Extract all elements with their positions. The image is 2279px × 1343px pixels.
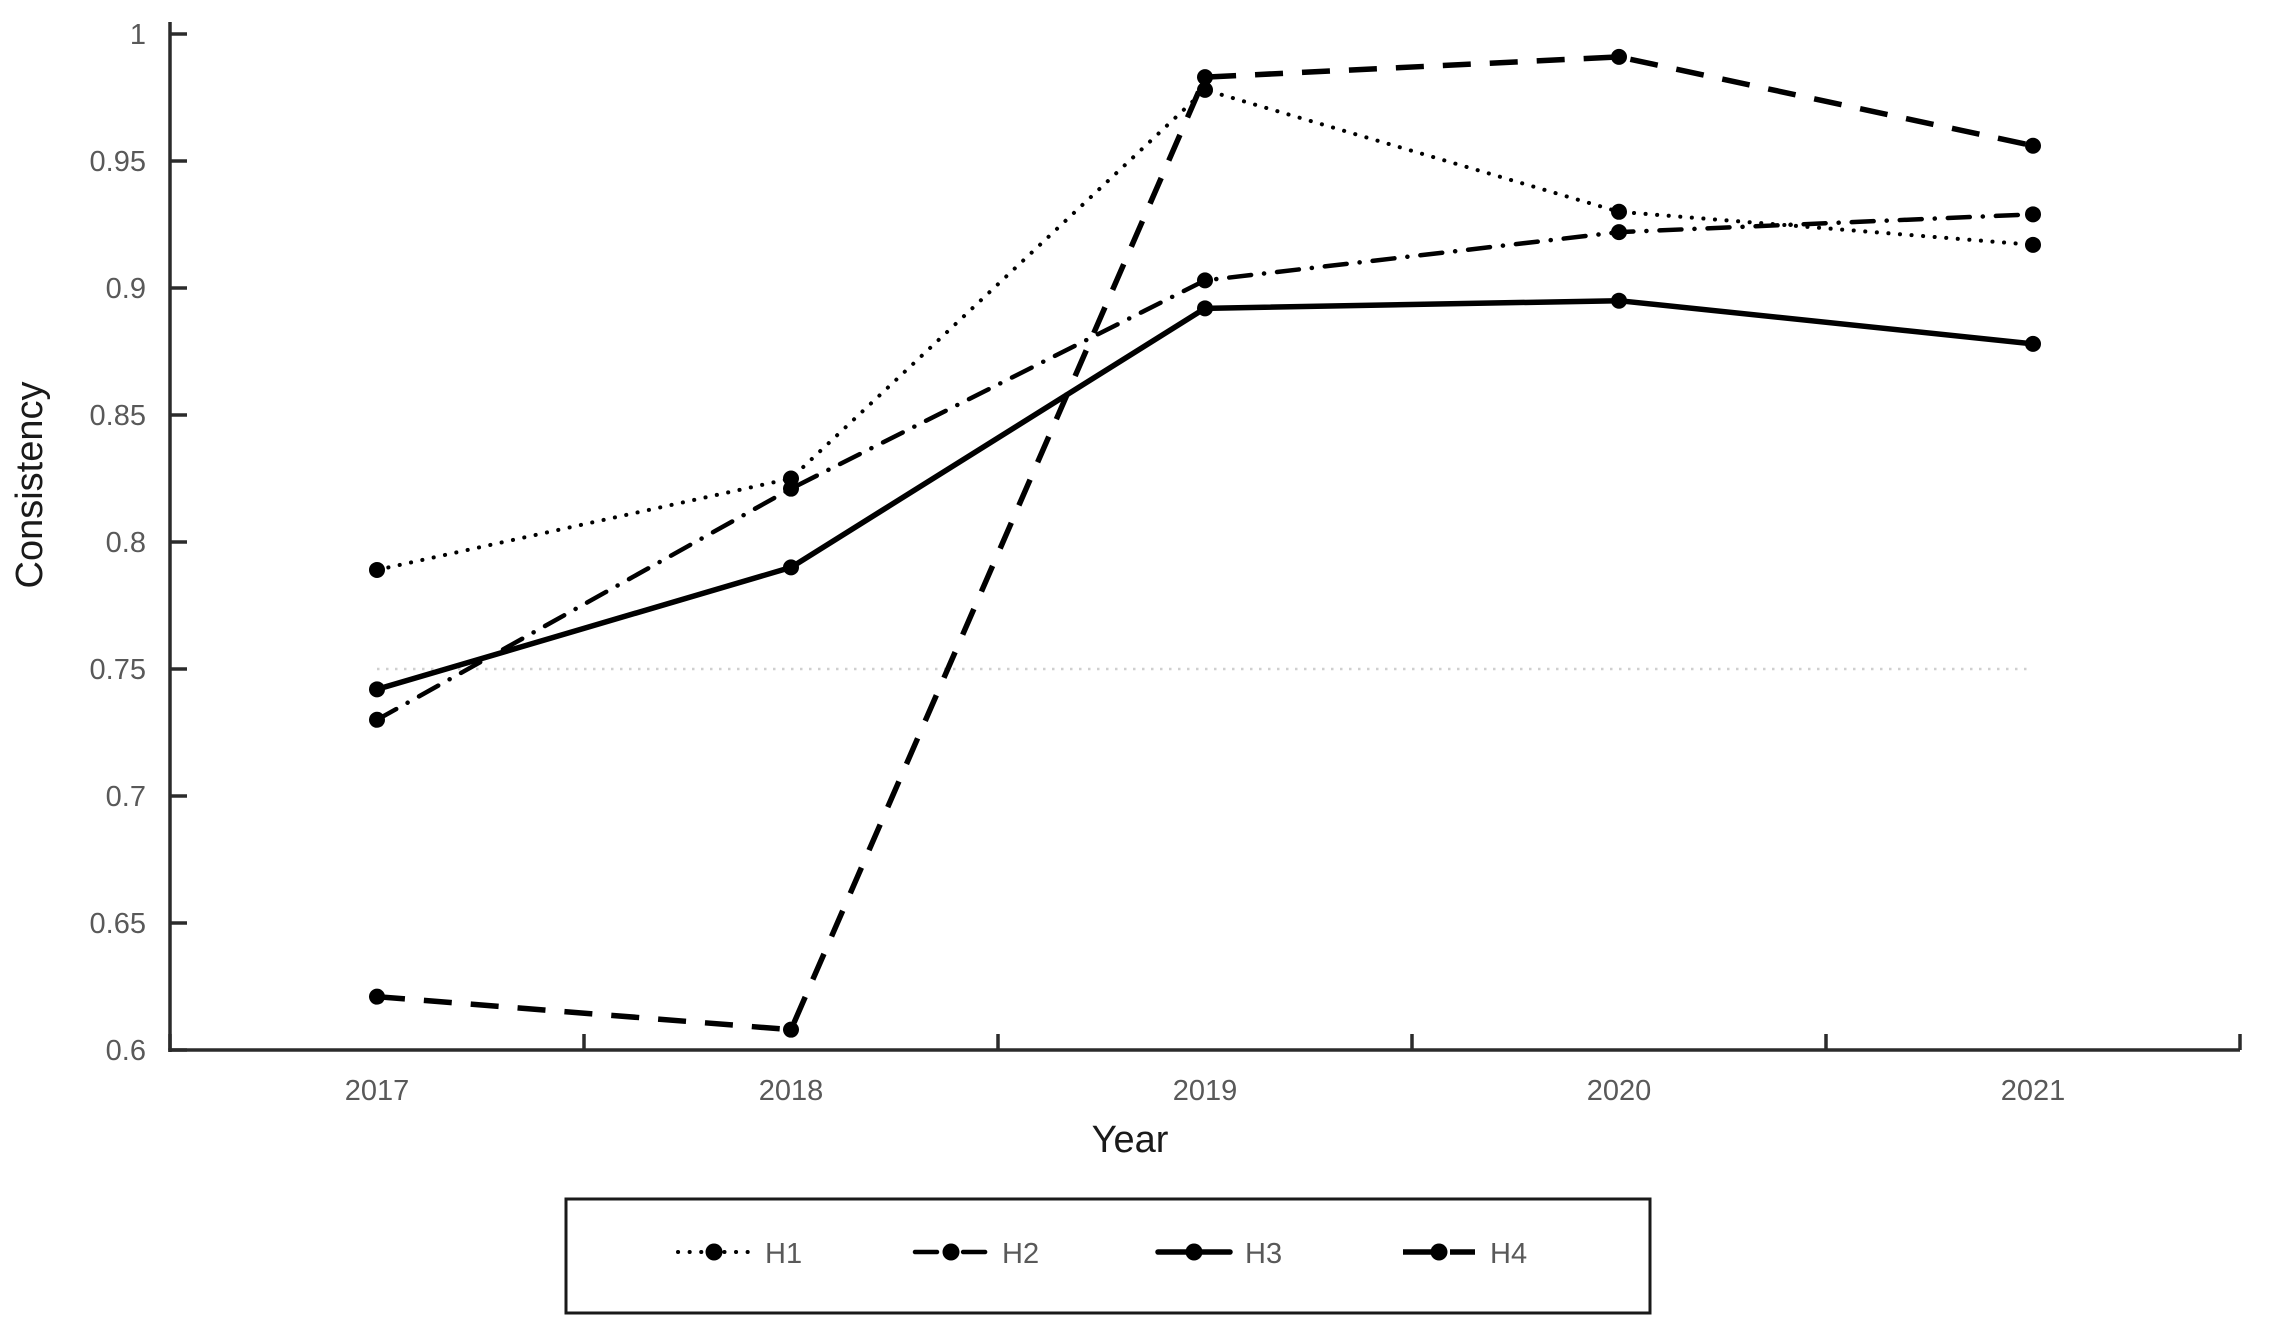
legend-label-H4: H4: [1490, 1238, 1527, 1270]
marker-layer: [369, 48, 2041, 1038]
series-H4-marker-2020: [1611, 48, 1627, 65]
series-H4-marker-2017: [369, 988, 385, 1005]
series-H2-marker-2020: [1611, 224, 1627, 241]
series-H3-marker-2018: [783, 559, 799, 576]
series-H3-marker-2019: [1197, 300, 1213, 317]
series-H3-marker-2021: [2025, 335, 2041, 352]
y-tick-label: 0.75: [90, 654, 146, 686]
y-tick-label: 1: [130, 19, 146, 51]
legend-marker-H3: [1185, 1243, 1203, 1261]
x-tick-label: 2019: [1173, 1075, 1238, 1107]
series-H1-marker-2017: [369, 561, 385, 578]
y-axis-title: Consistency: [9, 382, 51, 589]
series-H4-line: [376, 54, 2034, 1033]
series-layer: [374, 54, 2036, 1033]
legend: H1 H2 H3 H4: [564, 1197, 1652, 1315]
series-H2-marker-2021: [2025, 206, 2041, 223]
series-H3-marker-2020: [1611, 292, 1627, 309]
x-axis-title: Year: [1092, 1119, 1169, 1161]
x-tick-label: 2018: [759, 1075, 824, 1107]
legend-label-H1: H1: [765, 1238, 802, 1270]
series-H2-marker-2017: [369, 711, 385, 728]
y-tick-label: 0.95: [90, 146, 146, 178]
series-H4-marker-2018: [783, 1021, 799, 1038]
legend-marker-H4: [1430, 1243, 1448, 1261]
y-tick-label: 0.85: [90, 400, 146, 432]
x-tick-label: 2020: [1587, 1075, 1652, 1107]
legend-marker-H2: [942, 1243, 960, 1261]
legend-box: [564, 1197, 1652, 1315]
series-H1-marker-2019: [1197, 81, 1213, 98]
y-tick-label: 0.6: [106, 1035, 146, 1067]
series-H2-line: [374, 212, 2036, 723]
y-tick-label: 0.7: [106, 781, 146, 813]
legend-marker-H1: [705, 1243, 723, 1261]
series-H2-marker-2018: [783, 480, 799, 497]
series-H3-marker-2017: [369, 681, 385, 698]
series-H1-marker-2021: [2025, 236, 2041, 253]
series-H4-marker-2021: [2025, 137, 2041, 154]
series-H3-line: [374, 297, 2036, 693]
series-H1-marker-2020: [1611, 203, 1627, 220]
y-tick-label: 0.8: [106, 527, 146, 559]
x-tick-label: 2021: [2001, 1075, 2066, 1107]
x-tick-label: 2017: [345, 1075, 410, 1107]
legend-label-H3: H3: [1245, 1238, 1282, 1270]
series-H4-marker-2019: [1197, 69, 1213, 86]
legend-label-H2: H2: [1002, 1238, 1039, 1270]
series-H1-line: [375, 87, 2035, 572]
y-tick-label: 0.65: [90, 908, 146, 940]
axes-layer: 0.6 0.65 0.7 0.75 0.8 0.85 0.9 0.95 1 2017 2018 201…: [90, 19, 2242, 1107]
series-H2-marker-2019: [1197, 272, 1213, 289]
y-tick-label: 0.9: [106, 273, 146, 305]
